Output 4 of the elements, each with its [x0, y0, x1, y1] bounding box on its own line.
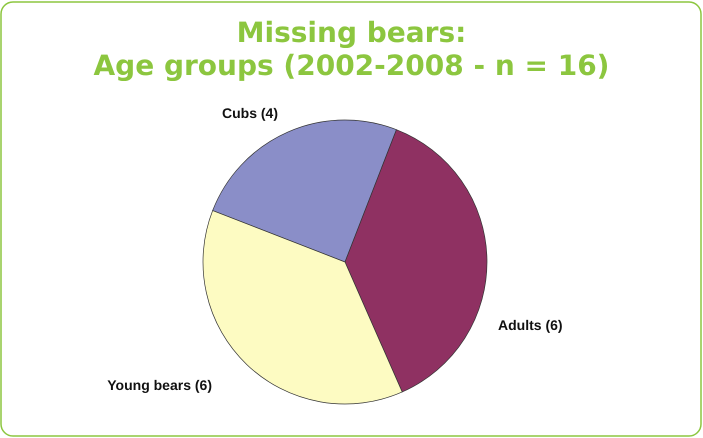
slice-label: Cubs (4) — [222, 105, 278, 121]
slice-label: Young bears (6) — [107, 377, 212, 393]
chart-title: Missing bears: Age groups (2002-2008 - n = 16) — [94, 16, 610, 82]
slice-label: Adults (6) — [498, 317, 563, 333]
